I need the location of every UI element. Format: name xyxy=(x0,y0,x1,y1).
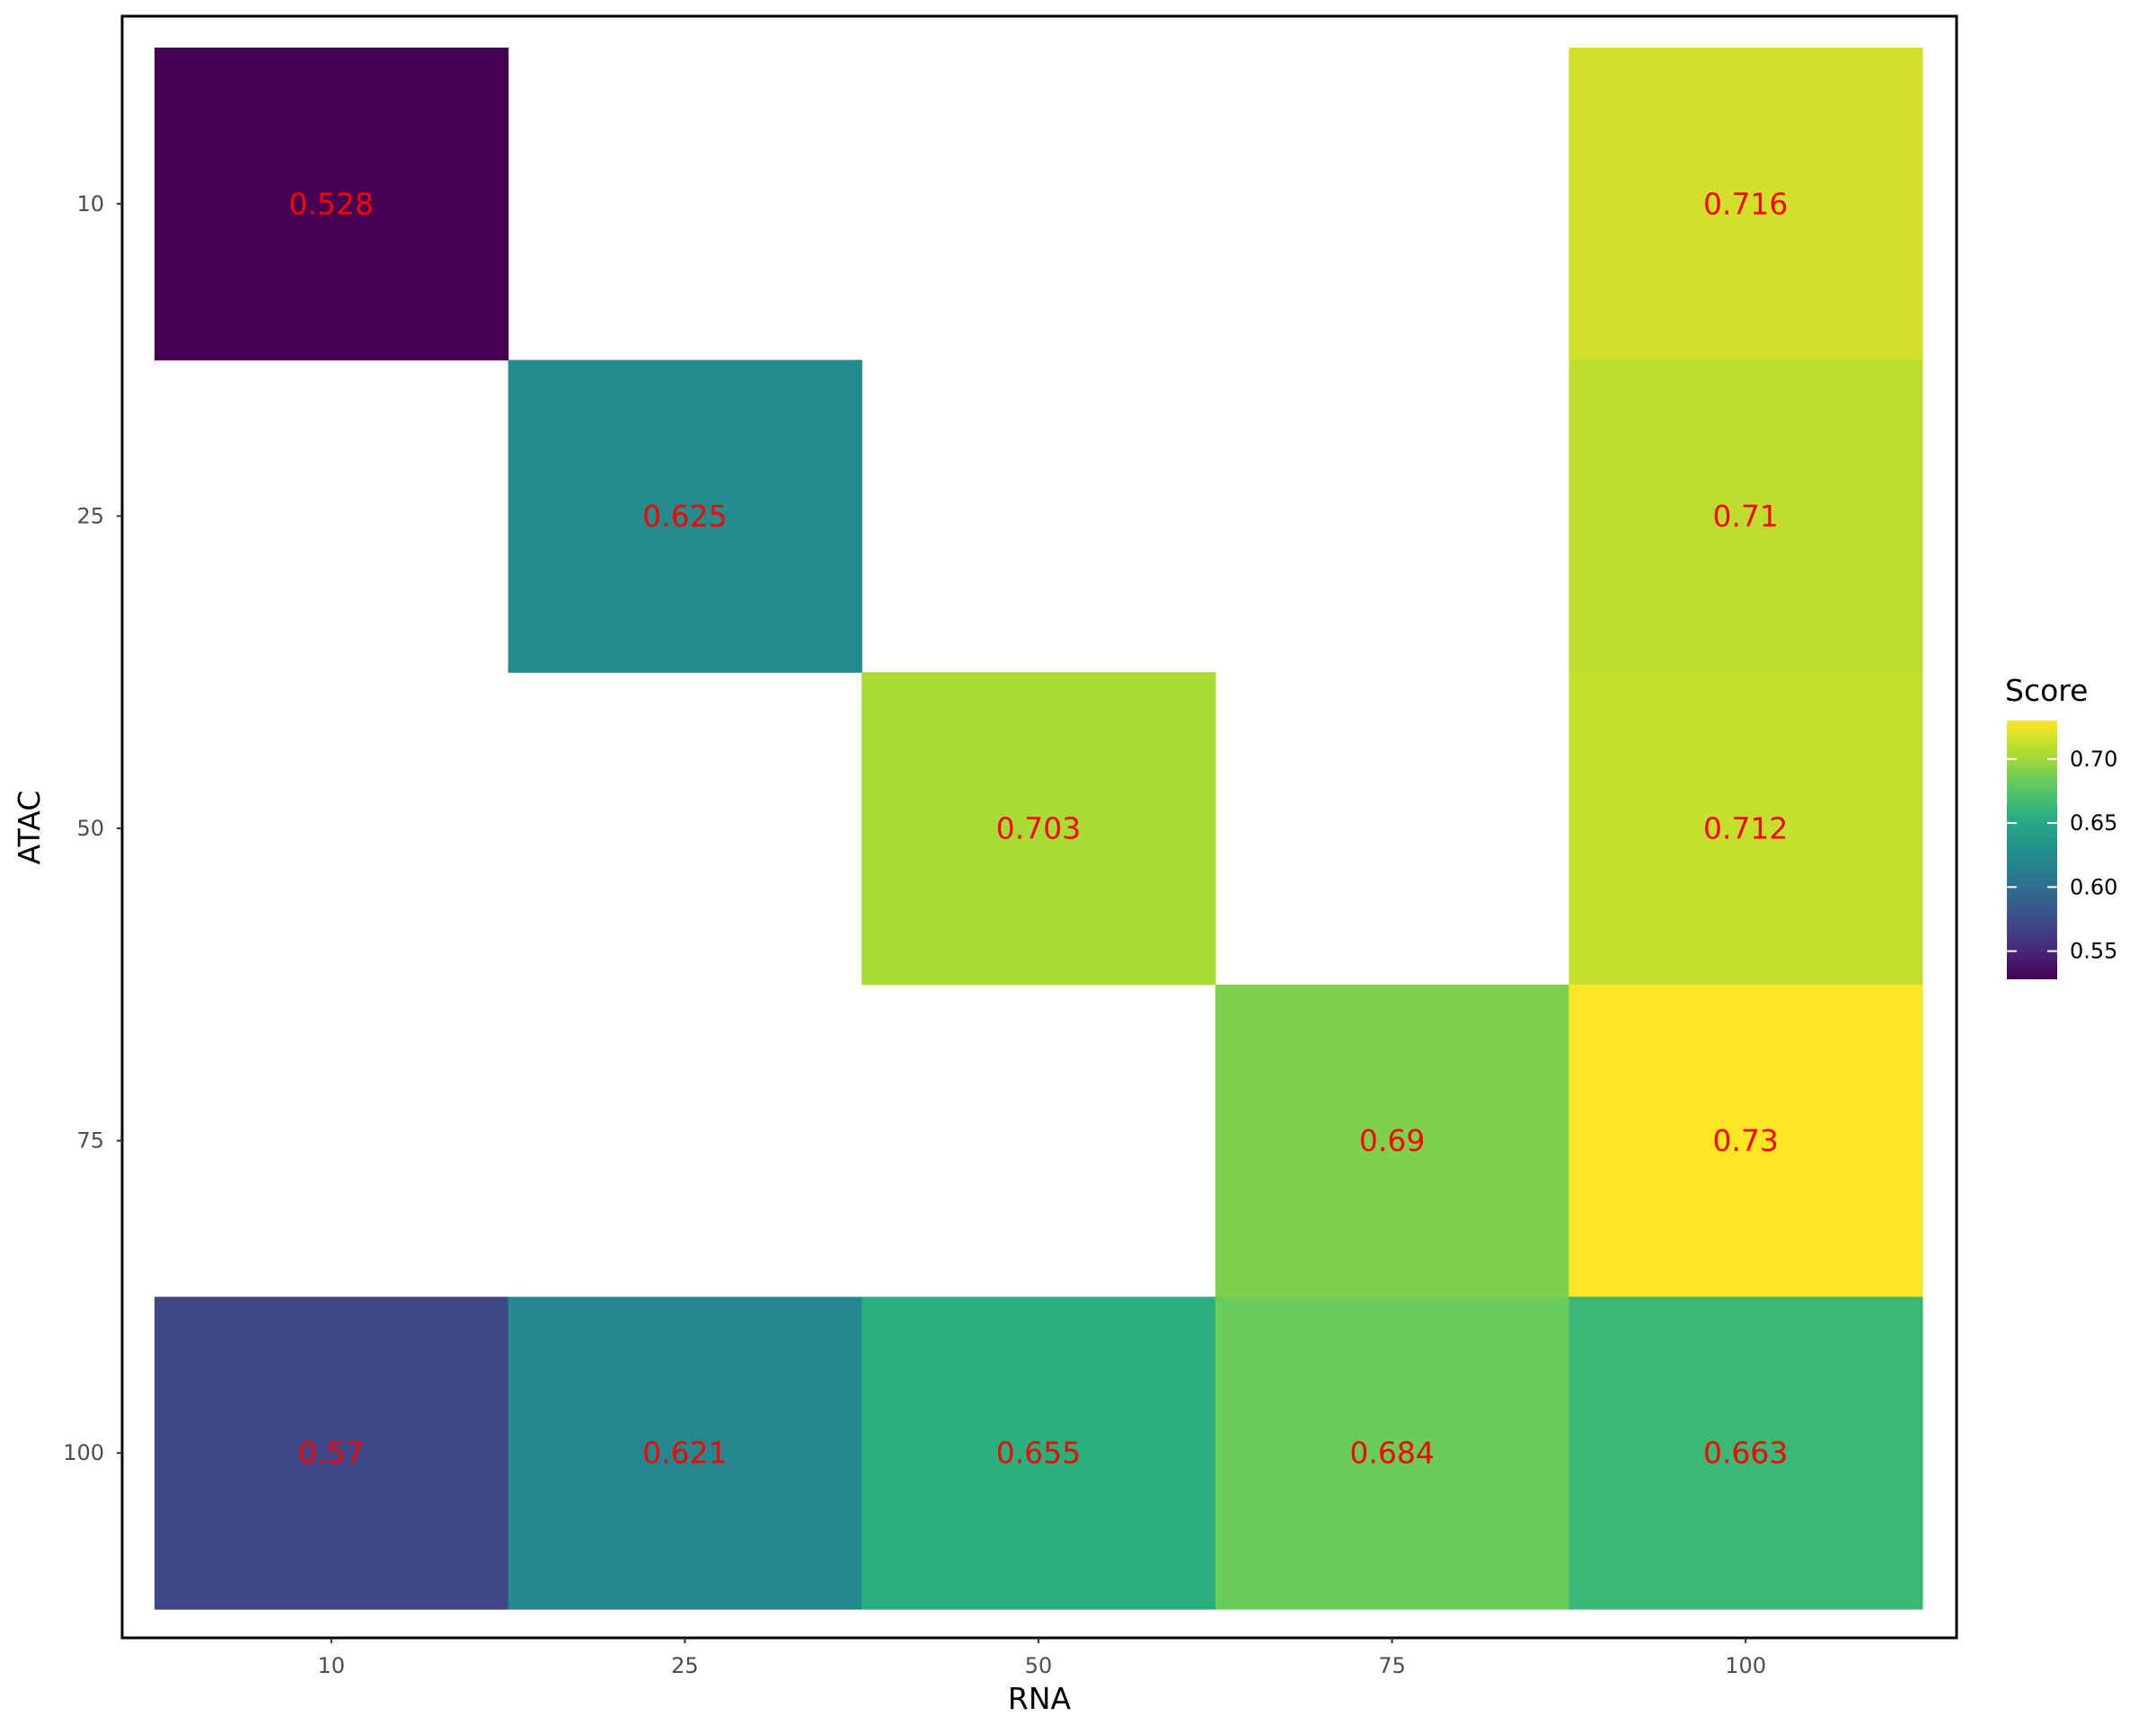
legend-tick-label: 0.65 xyxy=(2070,810,2117,836)
x-tick-label: 25 xyxy=(671,1653,699,1678)
y-tick-label: 75 xyxy=(76,1128,104,1154)
x-tick-label: 100 xyxy=(1725,1653,1766,1678)
cell-value-label: 0.528 xyxy=(289,186,374,221)
y-axis-ticks: 10 25 50 75 100 xyxy=(63,191,122,1465)
heatmap-cell xyxy=(155,48,509,361)
heatmap-cell xyxy=(1568,1296,1923,1610)
x-axis-ticks: 10 25 50 75 100 xyxy=(318,1638,1766,1678)
cell-value-label: 0.625 xyxy=(642,499,727,534)
cell-value-label: 0.703 xyxy=(996,811,1081,846)
heatmap-cell xyxy=(1568,984,1923,1297)
cell-value-label: 0.712 xyxy=(1703,811,1788,846)
legend-tick-label: 0.55 xyxy=(2070,939,2117,964)
legend-ticks: 0.55 0.60 0.65 0.70 xyxy=(2007,747,2117,964)
heatmap-cells xyxy=(155,48,1923,1610)
x-tick-label: 10 xyxy=(318,1653,346,1678)
legend-colorbar xyxy=(2007,721,2057,979)
y-tick-label: 25 xyxy=(76,503,104,528)
heatmap-cell xyxy=(155,1296,509,1610)
heatmap-cell xyxy=(1568,48,1923,361)
legend-title: Score xyxy=(2005,673,2088,708)
cell-value-label: 0.663 xyxy=(1703,1436,1788,1471)
x-tick-label: 50 xyxy=(1025,1653,1053,1678)
y-tick-label: 50 xyxy=(76,816,104,841)
x-tick-label: 75 xyxy=(1378,1653,1406,1678)
cell-value-label: 0.716 xyxy=(1703,186,1788,221)
y-tick-label: 100 xyxy=(63,1440,104,1465)
legend-tick-label: 0.60 xyxy=(2070,874,2117,899)
cell-value-label: 0.655 xyxy=(996,1436,1081,1471)
y-axis-title: ATAC xyxy=(12,791,47,865)
cell-value-label: 0.71 xyxy=(1712,499,1778,534)
heatmap-cell xyxy=(1215,1296,1569,1610)
cell-value-label: 0.621 xyxy=(642,1436,727,1471)
heatmap-cell xyxy=(862,672,1216,986)
x-axis-title: RNA xyxy=(1008,1681,1072,1716)
legend-tick-label: 0.70 xyxy=(2070,747,2117,772)
heatmap-cell xyxy=(1215,984,1569,1297)
heatmap-cell xyxy=(508,359,862,673)
cell-value-label: 0.57 xyxy=(298,1436,364,1471)
y-tick-label: 10 xyxy=(76,191,104,217)
heatmap-cell xyxy=(1568,359,1923,673)
heatmap-cell xyxy=(862,1296,1216,1610)
heatmap-cell xyxy=(1568,672,1923,986)
cell-value-label: 0.684 xyxy=(1349,1436,1434,1471)
color-legend: Score 0.55 0.60 0.65 0.70 xyxy=(2005,673,2117,979)
cell-value-label: 0.69 xyxy=(1359,1123,1425,1158)
heatmap-cell xyxy=(508,1296,862,1610)
cell-value-labels: 0.528 0.716 0.625 0.71 0.703 0.712 0.69 0.73 0.5… xyxy=(289,186,1789,1470)
cell-value-label: 0.73 xyxy=(1712,1123,1778,1158)
